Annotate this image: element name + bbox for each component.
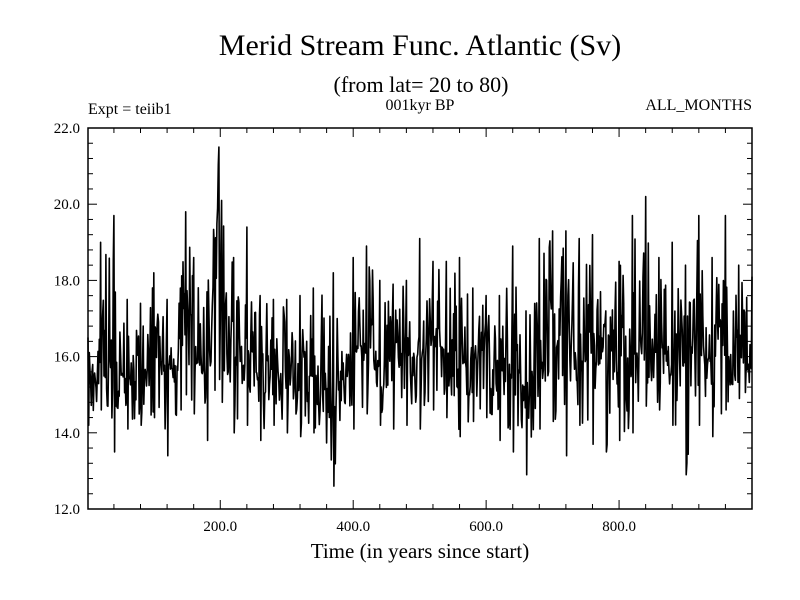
chart-title: Merid Stream Func. Atlantic (Sv) [219, 29, 621, 62]
y-tick-label: 18.0 [54, 273, 80, 289]
y-tick-label: 20.0 [54, 197, 80, 213]
x-tick-label: 600.0 [469, 519, 503, 535]
x-tick-label: 800.0 [602, 519, 636, 535]
y-tick-label: 22.0 [54, 121, 80, 137]
y-tick-labels: 12.0 14.0 16.0 18.0 20.0 22.0 [54, 121, 80, 518]
y-tick-label: 14.0 [54, 426, 80, 442]
months-label: ALL_MONTHS [645, 97, 752, 114]
expt-label: Expt = teiib1 [88, 101, 172, 118]
x-tick-labels: 200.0 400.0 600.0 800.0 [203, 519, 636, 535]
y-tick-label: 16.0 [54, 350, 80, 366]
x-tick-label: 200.0 [203, 519, 237, 535]
series-line-1 [87, 146, 753, 487]
chart-subtitle: (from lat= 20 to 80) [334, 72, 509, 97]
x-axis-label: Time (in years since start) [311, 539, 530, 563]
x-tick-label: 400.0 [336, 519, 370, 535]
y-tick-label: 12.0 [54, 502, 80, 518]
period-label: 001kyr BP [386, 97, 455, 114]
